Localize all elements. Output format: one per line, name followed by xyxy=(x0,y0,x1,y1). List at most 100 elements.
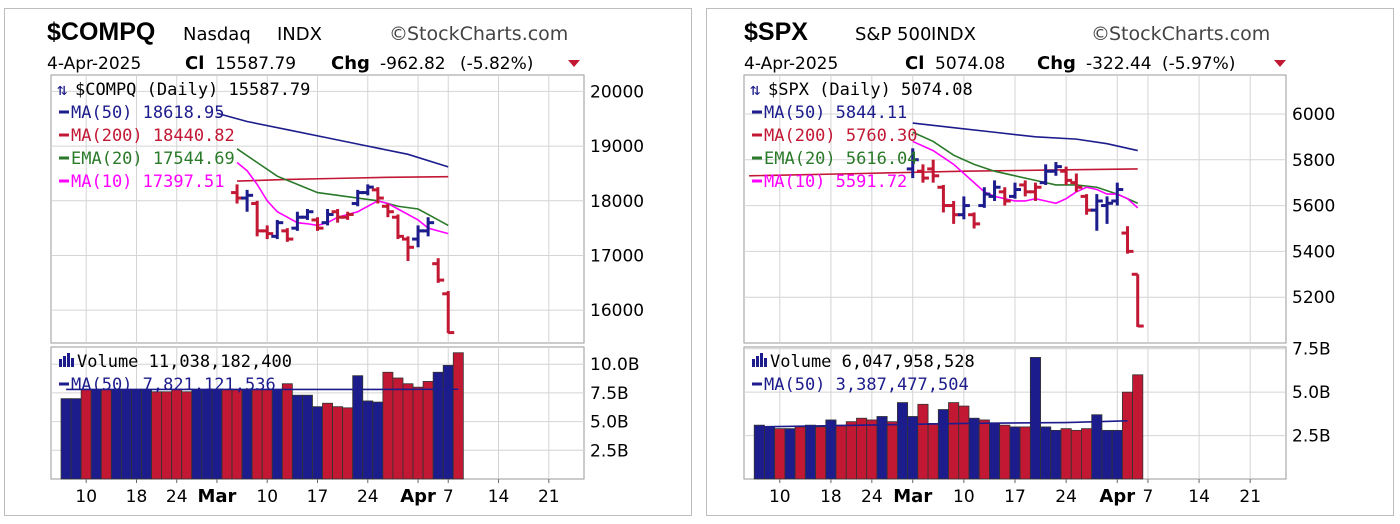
volume-bar xyxy=(927,423,939,480)
volume-tick-label: 7.5B xyxy=(1292,340,1331,360)
volume-tick-label: 2.5B xyxy=(590,441,629,461)
volume-bar xyxy=(332,406,344,480)
change-percent: (-5.82%) xyxy=(460,54,533,74)
volume-ma50-line xyxy=(759,420,1128,428)
x-tick-label: 24 xyxy=(1055,487,1077,507)
ohlc-bar xyxy=(1090,194,1103,231)
bar-chart-icon-bar xyxy=(760,353,763,367)
volume-bar xyxy=(1009,426,1021,480)
ohlc-bar xyxy=(341,211,354,220)
price-tick-label: 5600 xyxy=(1292,197,1335,217)
volume-bar xyxy=(251,389,263,480)
x-tick-label: 10 xyxy=(75,487,97,507)
volume-bar xyxy=(442,364,454,480)
volume-bar xyxy=(372,401,384,480)
x-tick-label: Mar xyxy=(197,486,236,507)
volume-bar xyxy=(845,421,857,480)
volume-bar xyxy=(291,394,303,480)
volume-bar xyxy=(958,405,970,480)
ohlc-bar xyxy=(261,225,274,240)
volume-bar xyxy=(1081,428,1093,480)
indicator-line xyxy=(912,140,1139,209)
volume-bar xyxy=(1111,429,1123,480)
ohlc-bar xyxy=(391,214,404,240)
volume-bar xyxy=(120,389,132,480)
ohlc-bar xyxy=(301,209,314,220)
ohlc-bar xyxy=(371,187,384,204)
volume-bar xyxy=(1132,374,1144,480)
volume-bar xyxy=(312,406,323,480)
down-arrow-icon xyxy=(568,60,580,67)
price-tick-label: 19000 xyxy=(590,137,644,157)
volume-bar xyxy=(989,423,1001,480)
spx-chart-svg: $SPX S&P 500 INDX © StockCharts.com 4-Ap… xyxy=(743,18,1335,507)
ohlc-bar xyxy=(311,217,324,231)
change-label: Chg xyxy=(1037,53,1076,74)
volume-bar xyxy=(362,400,374,480)
ohlc-bar xyxy=(978,187,991,208)
down-arrow-icon xyxy=(1274,60,1286,67)
x-tick-label: 18 xyxy=(126,487,148,507)
volume-bar xyxy=(948,402,960,480)
price-tick-label: 18000 xyxy=(590,192,644,212)
volume-bar xyxy=(100,389,112,480)
x-tick-label: 10 xyxy=(953,487,975,507)
ohlc-bar xyxy=(1009,182,1021,199)
chart-symbol: $COMPQ xyxy=(47,18,155,46)
volume-bar xyxy=(876,416,888,480)
change-label: Chg xyxy=(331,53,370,74)
x-tick-label: 24 xyxy=(357,487,379,507)
volume-bar xyxy=(80,389,92,480)
price-legend-title: $COMPQ (Daily) 15587.79 xyxy=(75,80,310,100)
legend-entry: MA(50) 5844.11 xyxy=(764,103,907,123)
close-label: Cl xyxy=(185,53,204,74)
volume-bar xyxy=(171,389,183,480)
volume-bar xyxy=(856,417,868,480)
volume-bar xyxy=(764,426,776,480)
price-tick-label: 5200 xyxy=(1292,288,1335,308)
bar-chart-icon-bar xyxy=(71,358,74,367)
change-value: -962.82 xyxy=(380,54,446,74)
price-legend-title: $SPX (Daily) 5074.08 xyxy=(768,80,973,100)
brand-name: StockCharts.com xyxy=(1109,23,1270,45)
x-tick-label: 10 xyxy=(256,487,278,507)
volume-bar xyxy=(907,416,919,480)
x-tick-label: 17 xyxy=(307,487,329,507)
volume-bar xyxy=(110,389,122,480)
volume-bar xyxy=(866,419,878,480)
volume-bar xyxy=(342,407,354,480)
copyright-icon: © xyxy=(1091,23,1110,45)
ohlc-bar xyxy=(1121,226,1134,254)
ohlc-bar xyxy=(402,236,415,261)
volume-bar xyxy=(141,389,152,480)
volume-bar xyxy=(753,424,765,480)
volume-bar xyxy=(231,389,243,480)
close-value: 5074.08 xyxy=(935,54,1005,74)
x-tick-label: Mar xyxy=(893,486,932,507)
chart-symbol: $SPX xyxy=(744,18,808,46)
x-tick-label: 21 xyxy=(1239,487,1261,507)
price-tick-label: 5400 xyxy=(1292,242,1335,262)
price-tick-label: 16000 xyxy=(590,301,644,321)
ohlc-bar xyxy=(281,228,294,242)
volume-bar xyxy=(432,371,444,480)
chart-date: 4-Apr-2025 xyxy=(47,54,141,74)
bar-chart-icon-bar xyxy=(63,356,66,367)
volume-bar xyxy=(392,377,404,480)
ohlc-bar xyxy=(1070,173,1083,192)
x-tick-label: 24 xyxy=(861,487,883,507)
bar-chart-icon-bar xyxy=(756,356,759,367)
volume-bar xyxy=(161,391,173,480)
close-label: Cl xyxy=(905,53,924,74)
volume-bar xyxy=(412,386,424,480)
ohlc-bar xyxy=(998,187,1011,206)
volume-bar xyxy=(1040,426,1052,480)
volume-bar xyxy=(794,426,806,480)
volume-bar xyxy=(402,383,414,480)
volume-bar xyxy=(211,389,223,480)
volume-bar xyxy=(60,398,72,480)
x-tick-label: 18 xyxy=(820,487,842,507)
ohlc-bar xyxy=(361,184,374,196)
bar-chart-icon-bar xyxy=(752,359,755,367)
volume-bar xyxy=(352,375,364,480)
